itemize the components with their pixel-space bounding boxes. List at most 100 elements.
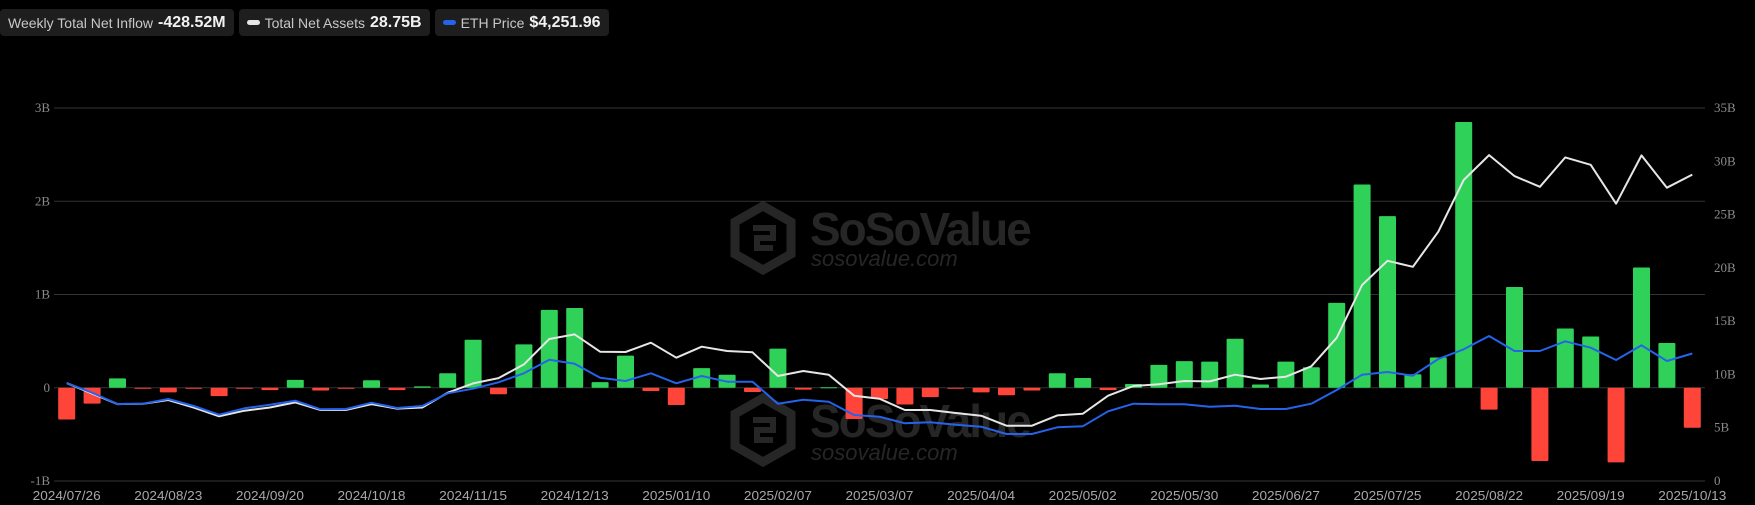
x-axis-tick: 2025/01/10 <box>642 488 710 503</box>
inflow-bar-positive[interactable] <box>1455 121 1473 388</box>
x-axis-tick: 2025/07/25 <box>1354 488 1422 503</box>
x-axis-tick: 2024/12/13 <box>541 488 609 503</box>
right-axis-tick: 15B <box>1714 313 1736 328</box>
inflow-bar-positive[interactable] <box>1201 361 1219 388</box>
inflow-bar-positive[interactable] <box>1582 336 1600 388</box>
legend-assets-value: 28.75B <box>369 13 422 31</box>
inflow-bar-negative[interactable] <box>642 387 660 392</box>
watermark-top: SoSoValue sosovalue.com <box>730 200 1033 276</box>
inflow-bar-negative[interactable] <box>159 387 177 393</box>
inflow-bar-positive[interactable] <box>1175 361 1193 388</box>
inflow-bar-positive[interactable] <box>1302 367 1320 388</box>
inflow-bar-negative[interactable] <box>896 387 914 405</box>
legend-eth[interactable]: ETH Price $4,251.96 <box>434 9 609 36</box>
inflow-bar-negative[interactable] <box>1023 387 1041 391</box>
inflow-bar-negative[interactable] <box>312 387 330 391</box>
legend-inflow[interactable]: Weekly Total Net Inflow -428.52M <box>0 9 234 36</box>
inflow-bar-positive[interactable] <box>1252 384 1269 388</box>
inflow-bar-positive[interactable] <box>1277 361 1295 388</box>
inflow-bar-negative[interactable] <box>210 387 228 397</box>
inflow-bar-positive[interactable] <box>109 378 126 388</box>
inflow-bar-negative[interactable] <box>490 387 507 395</box>
left-axis-tick: -1B <box>31 473 51 488</box>
inflow-bar-positive[interactable] <box>413 386 431 388</box>
inflow-bar-positive[interactable] <box>464 339 482 388</box>
blue-line-swatch-icon <box>442 20 456 25</box>
inflow-bar-positive[interactable] <box>1404 374 1422 388</box>
right-axis-tick: 5B <box>1714 420 1730 435</box>
left-axis-tick: 2B <box>35 193 51 208</box>
inflow-bar-negative[interactable] <box>1099 387 1117 391</box>
inflow-bar-negative[interactable] <box>1683 387 1701 428</box>
x-axis-tick: 2024/08/23 <box>134 488 202 503</box>
x-axis-tick: 2024/07/26 <box>33 488 101 503</box>
axes: 3B 2B 1B 0 -1B 35B 30B 25B 20B 15B 10B 5B 0 2024/07/2… <box>31 100 1737 503</box>
inflow-bar-negative[interactable] <box>998 387 1015 396</box>
inflow-bar-negative[interactable] <box>1480 387 1498 410</box>
series-lines <box>66 154 1693 435</box>
inflow-bar-positive[interactable] <box>286 379 304 388</box>
inflow-bar-positive[interactable] <box>1150 364 1168 388</box>
inflow-bar-negative[interactable] <box>947 387 965 389</box>
legend-eth-value: $4,251.96 <box>529 13 601 31</box>
inflow-bar-negative[interactable] <box>337 387 355 389</box>
x-axis-tick: 2025/09/19 <box>1557 488 1625 503</box>
inflow-bar-positive[interactable] <box>1226 338 1244 388</box>
inflow-bar-positive[interactable] <box>1048 373 1066 388</box>
left-axis-tick: 0 <box>44 380 51 395</box>
inflow-bar-positive[interactable] <box>439 373 457 388</box>
inflow-bar-positive[interactable] <box>1074 377 1092 388</box>
inflow-bar-positive[interactable] <box>617 355 634 388</box>
inflow-bar-negative[interactable] <box>921 387 939 398</box>
inflow-bar-negative[interactable] <box>388 387 406 391</box>
inflow-bar-positive[interactable] <box>693 368 711 388</box>
inflow-bar-negative[interactable] <box>667 387 685 406</box>
sosovalue-logo-icon <box>730 392 796 468</box>
inflow-bar-positive[interactable] <box>1506 287 1523 388</box>
right-axis-tick: 25B <box>1714 207 1736 222</box>
inflow-bar-negative[interactable] <box>1531 387 1549 462</box>
inflow-bar-negative[interactable] <box>261 387 279 391</box>
inflow-bar-negative[interactable] <box>236 387 253 389</box>
legend-assets[interactable]: Total Net Assets 28.75B <box>238 9 430 36</box>
inflow-bar-positive[interactable] <box>591 382 609 388</box>
inflow-bar-positive[interactable] <box>363 380 380 388</box>
inflow-bar-negative[interactable] <box>871 387 888 399</box>
inflow-bar-positive[interactable] <box>1633 267 1650 388</box>
inflow-bar-positive[interactable] <box>1658 342 1676 388</box>
inflow-bar-negative[interactable] <box>185 387 203 389</box>
inflow-bar-positive[interactable] <box>566 308 584 388</box>
inflow-bar-negative[interactable] <box>134 387 152 389</box>
inflow-bar-negative[interactable] <box>1607 387 1625 463</box>
inflow-bar-positive[interactable] <box>1379 216 1396 388</box>
legend-eth-label: ETH Price <box>460 14 525 31</box>
eth-price-line[interactable] <box>66 335 1693 435</box>
x-axis-tick: 2024/09/20 <box>236 488 304 503</box>
sosovalue-logo-icon <box>730 200 796 276</box>
x-axis-tick: 2025/02/07 <box>744 488 812 503</box>
watermark-brand: SoSoValue <box>810 203 1031 255</box>
inflow-bar-positive[interactable] <box>1328 302 1346 388</box>
inflow-bar-positive[interactable] <box>515 344 533 388</box>
inflow-bar-positive[interactable] <box>1429 357 1447 388</box>
white-line-swatch-icon <box>246 20 260 25</box>
x-axis-tick: 2025/03/07 <box>846 488 914 503</box>
inflow-bar-positive[interactable] <box>1556 328 1574 388</box>
x-axis-tick: 2024/11/15 <box>439 488 507 503</box>
x-axis-tick: 2025/10/13 <box>1658 488 1726 503</box>
total-net-assets-line[interactable] <box>66 154 1693 427</box>
inflow-bar-positive[interactable] <box>540 309 558 388</box>
inflow-bar-negative[interactable] <box>58 387 76 420</box>
inflow-bar-negative[interactable] <box>744 387 761 392</box>
right-axis-tick: 35B <box>1714 100 1736 115</box>
inflow-bar-positive[interactable] <box>820 387 838 389</box>
x-axis-tick: 2025/08/22 <box>1455 488 1523 503</box>
left-axis-tick: 3B <box>35 100 51 115</box>
inflow-bar-negative[interactable] <box>794 387 812 390</box>
x-axis-tick: 2024/10/18 <box>338 488 406 503</box>
inflow-bar-positive[interactable] <box>769 348 787 388</box>
right-axis-tick: 0 <box>1714 473 1721 488</box>
inflow-bar-negative[interactable] <box>972 387 990 393</box>
x-axis-tick: 2025/04/04 <box>947 488 1015 503</box>
